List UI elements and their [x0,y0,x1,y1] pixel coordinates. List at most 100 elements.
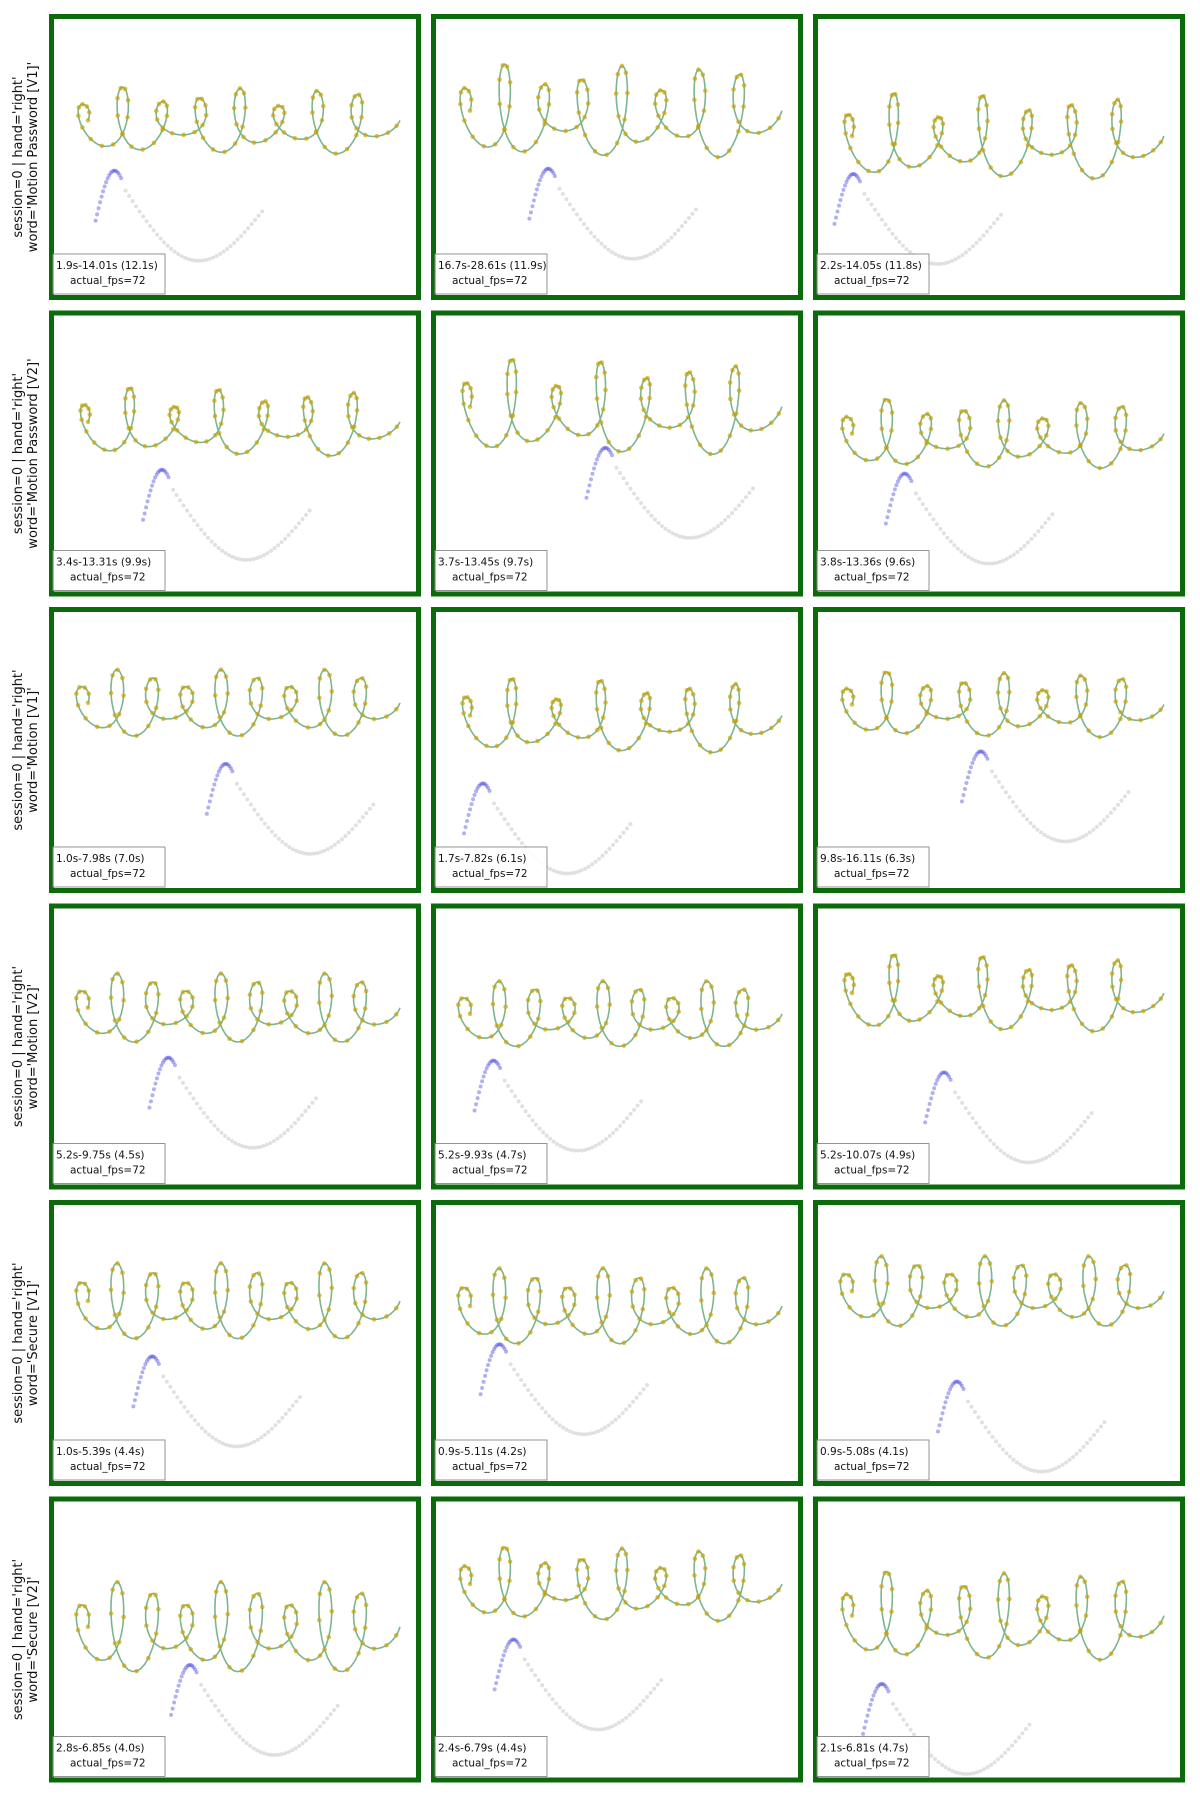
trajectory-dot [1081,1283,1086,1289]
trajectory-dot [212,1654,218,1660]
approach-dot [979,1420,984,1425]
trajectory-dot [551,404,556,410]
trajectory-line [839,1255,1165,1327]
trajectory-dot [121,998,126,1003]
trajectory-dot [173,1020,179,1026]
time-range: 16.7s-28.61s (11.9s) [438,260,547,272]
trajectory-dot [876,1301,882,1307]
approach-dot [158,236,163,241]
approach-dot [656,520,661,525]
trajectory-dot [513,389,519,395]
trajectory-dot [920,686,926,691]
trajectory-dot [502,127,507,132]
approach-dot [988,1138,993,1143]
approach-dot [691,535,696,540]
approach-dot [587,483,592,488]
trajectory-dot [538,1288,543,1294]
approach-dot [219,1130,224,1135]
trajectory-dot [607,1293,613,1298]
approach-dot [165,243,170,248]
approach-dot [515,1372,520,1377]
trajectory-dot [753,1322,759,1327]
panel: 9.8s-16.11s (6.3s)actual_fps=72 [813,607,1185,893]
trajectory-dot [594,1004,600,1009]
trajectory-dot [227,1664,232,1670]
trajectory-dot [190,995,195,1000]
trajectory-dot [74,1288,79,1293]
trajectory-dot [107,1324,112,1330]
trajectory-dot [613,91,619,96]
trajectory-dot [270,113,276,118]
trajectory-dot [879,408,884,413]
approach-dot [969,1404,974,1409]
trajectory-dot [980,1003,986,1009]
trajectory-dot [289,1280,294,1286]
panel-frame [813,310,1185,597]
approach-dot [234,1730,239,1735]
trajectory-dot [140,147,146,152]
trajectory-dot [582,1600,588,1606]
trajectory-dot [1067,143,1073,148]
approach-dot [530,1118,535,1123]
trajectory-dot [623,1600,628,1605]
trajectory-dot [212,1290,218,1295]
trajectory-dot [1118,103,1123,109]
trajectory-dot [567,996,573,1001]
trajectory-dot [133,438,138,443]
trajectory-dot [918,1612,924,1617]
trajectory-dot [653,1569,659,1574]
trajectory-dot [776,1587,781,1593]
trajectory-dot [289,1634,294,1639]
trajectory-dot [745,1597,750,1603]
approach-dot [627,1403,632,1408]
approach-dot [978,1768,983,1773]
trajectory-dot [546,1576,552,1582]
trajectory-dot [1046,423,1051,429]
approach-dot [595,238,600,243]
approach-dot [144,505,149,510]
trajectory-dot [904,1652,910,1657]
approach-dot [286,1749,291,1754]
trajectory-dot [1141,1008,1146,1014]
trajectory-dot [577,1558,582,1563]
approach-dot [644,253,649,258]
approach-dot [220,1441,225,1446]
approach-dot [111,168,116,173]
approach-dot [472,792,477,797]
trajectory-dot [968,1012,973,1018]
trajectory-dot [458,101,463,107]
trajectory-dot [356,1651,361,1656]
trajectory-dot [945,1632,950,1638]
trajectory-dot [258,1301,264,1307]
trajectory-dot [687,1331,693,1337]
approach-dot [175,1688,180,1693]
approach-dot [1108,810,1113,815]
approach-dot [537,178,542,183]
approach-dot [1042,832,1047,837]
approach-dot [137,1380,142,1385]
approach-dot [956,255,961,260]
approach-dot [611,842,616,847]
approach-dot [673,532,678,537]
approach-dot [307,508,312,513]
trajectory-dot [657,88,663,93]
trajectory-dot [582,1035,587,1041]
trajectory-dot [997,404,1003,409]
approach-dot [114,169,119,174]
trajectory-dot [457,1013,463,1019]
approach-dot [141,1365,146,1370]
trajectory-dot [360,1591,365,1597]
trajectory-dot [945,446,950,451]
trajectory-dot [1007,689,1012,695]
trajectory-dot [895,978,901,984]
trajectory-dot [998,173,1003,179]
approach-dot [895,479,900,484]
trajectory-dot [239,1668,245,1673]
trajectory-dot [964,436,969,441]
approach-dot [303,1109,308,1114]
approach-dot [486,1362,491,1367]
trajectory-dot [1065,114,1070,120]
approach-dot [953,257,958,262]
trajectory-dot [153,705,159,711]
trajectory-dot [964,706,969,712]
